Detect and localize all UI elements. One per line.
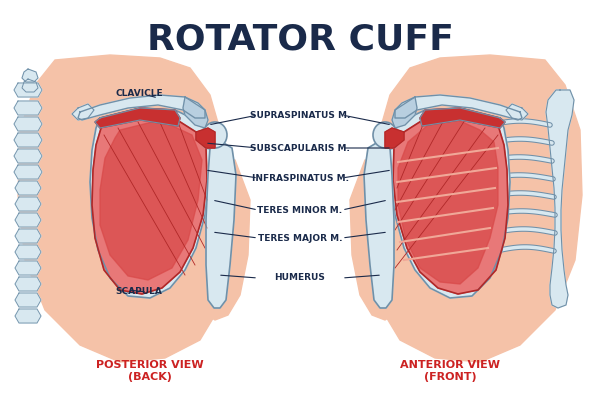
Text: TERES MINOR M.: TERES MINOR M. <box>257 206 343 214</box>
Ellipse shape <box>203 122 227 148</box>
Polygon shape <box>390 108 510 298</box>
Polygon shape <box>72 104 94 120</box>
Polygon shape <box>90 108 210 298</box>
Polygon shape <box>395 95 522 120</box>
Polygon shape <box>420 108 505 128</box>
Polygon shape <box>22 79 38 92</box>
Polygon shape <box>15 309 41 323</box>
Text: SCAPULA: SCAPULA <box>115 288 162 297</box>
Polygon shape <box>15 293 41 307</box>
Polygon shape <box>15 261 41 275</box>
Polygon shape <box>15 245 41 259</box>
Polygon shape <box>14 83 42 97</box>
Polygon shape <box>393 115 508 294</box>
Polygon shape <box>95 108 180 128</box>
Polygon shape <box>506 104 528 120</box>
Polygon shape <box>14 101 42 115</box>
Polygon shape <box>195 155 250 320</box>
Polygon shape <box>183 97 208 128</box>
Polygon shape <box>15 181 41 195</box>
Polygon shape <box>364 142 394 308</box>
Polygon shape <box>14 117 42 131</box>
Text: HUMERUS: HUMERUS <box>275 273 325 282</box>
Polygon shape <box>95 108 180 128</box>
Polygon shape <box>78 95 205 120</box>
Polygon shape <box>546 90 574 308</box>
Polygon shape <box>100 120 202 280</box>
Polygon shape <box>14 149 42 163</box>
Text: POSTERIOR VIEW
(BACK): POSTERIOR VIEW (BACK) <box>96 360 204 382</box>
Polygon shape <box>15 197 41 211</box>
Ellipse shape <box>373 122 397 148</box>
Polygon shape <box>14 165 42 179</box>
Polygon shape <box>18 55 225 362</box>
Ellipse shape <box>201 131 215 149</box>
Text: CLAVICLE: CLAVICLE <box>115 89 163 97</box>
Polygon shape <box>420 108 505 128</box>
Polygon shape <box>15 229 41 243</box>
Polygon shape <box>392 97 417 128</box>
Polygon shape <box>398 120 498 284</box>
Polygon shape <box>92 115 207 294</box>
Polygon shape <box>350 155 405 320</box>
Polygon shape <box>385 128 404 148</box>
Polygon shape <box>15 213 41 227</box>
Polygon shape <box>196 128 215 148</box>
Text: SUPRASPINATUS M.: SUPRASPINATUS M. <box>250 110 350 119</box>
Polygon shape <box>206 142 236 308</box>
Text: ANTERIOR VIEW
(FRONT): ANTERIOR VIEW (FRONT) <box>400 360 500 382</box>
Text: INFRASPINATUS M.: INFRASPINATUS M. <box>251 173 349 182</box>
Polygon shape <box>375 55 582 362</box>
Polygon shape <box>15 277 41 291</box>
Text: ROTATOR CUFF: ROTATOR CUFF <box>146 22 454 56</box>
Polygon shape <box>14 133 42 147</box>
Text: SUBSCAPULARIS M.: SUBSCAPULARIS M. <box>250 143 350 152</box>
Text: TERES MAJOR M.: TERES MAJOR M. <box>258 234 342 242</box>
Polygon shape <box>22 69 38 82</box>
Ellipse shape <box>385 131 399 149</box>
